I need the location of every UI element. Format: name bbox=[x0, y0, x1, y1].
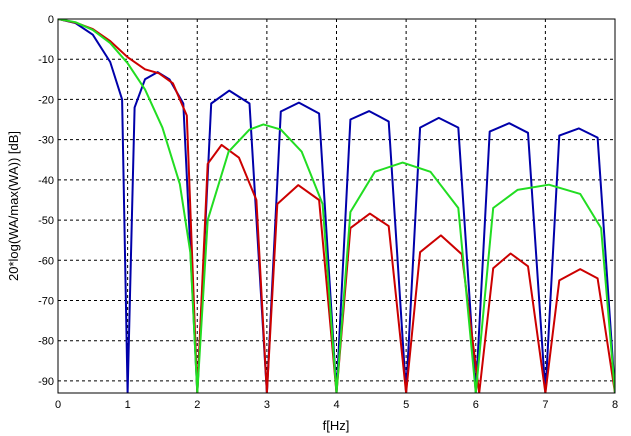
x-tick-label: 7 bbox=[542, 399, 548, 411]
y-tick-label: -60 bbox=[38, 255, 54, 267]
y-tick-label: -40 bbox=[38, 175, 54, 187]
y-tick-label: -20 bbox=[38, 94, 54, 106]
x-tick-label: 5 bbox=[403, 399, 409, 411]
x-tick-label: 2 bbox=[194, 399, 200, 411]
y-tick-label: -90 bbox=[38, 376, 54, 388]
y-tick-label: -30 bbox=[38, 135, 54, 147]
y-axis-ticks: 0 -10 -20 -30 -40 -50 -60 -70 -80 -90 bbox=[38, 14, 54, 388]
x-tick-label: 6 bbox=[473, 399, 479, 411]
y-axis-label: 20*log(WA/max(WA)) [dB] bbox=[6, 131, 21, 281]
series-line-1 bbox=[58, 19, 615, 393]
x-tick-label: 3 bbox=[264, 399, 270, 411]
y-tick-label: 0 bbox=[48, 14, 54, 26]
y-tick-label: -10 bbox=[38, 54, 54, 66]
plot-frame bbox=[57, 18, 616, 394]
x-tick-label: 1 bbox=[125, 399, 131, 411]
x-tick-label: 8 bbox=[612, 399, 618, 411]
x-axis-label: f[Hz] bbox=[323, 418, 350, 433]
y-tick-label: -70 bbox=[38, 296, 54, 308]
y-tick-label: -50 bbox=[38, 215, 54, 227]
y-tick-label: -80 bbox=[38, 336, 54, 348]
x-tick-label: 4 bbox=[333, 399, 339, 411]
grid-lines bbox=[58, 19, 615, 393]
series-layer bbox=[58, 19, 615, 393]
x-axis-ticks: 0 1 2 3 4 5 6 7 8 bbox=[55, 399, 618, 411]
series-line-2 bbox=[58, 19, 615, 393]
x-tick-label: 0 bbox=[55, 399, 61, 411]
series-line-3 bbox=[58, 19, 615, 393]
